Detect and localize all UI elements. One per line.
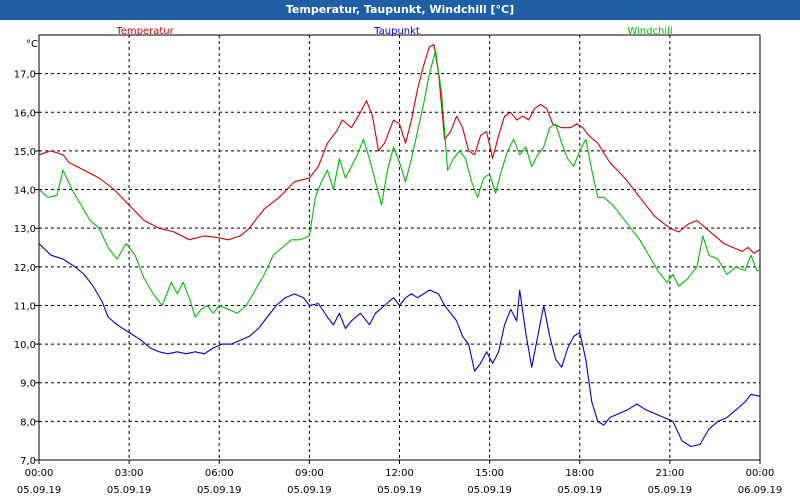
y-tick-label: 16,0 (14, 108, 36, 119)
y-tick-label: 8,0 (20, 417, 36, 428)
x-tick-time-label: 12:00 (385, 468, 414, 479)
x-tick-time-label: 06:00 (205, 468, 234, 479)
y-tick-label: 11,0 (14, 301, 36, 312)
y-tick-label: 17,0 (14, 70, 36, 81)
y-tick-label: 9,0 (20, 379, 36, 390)
legend-item-taupunkt: Taupunkt (373, 26, 420, 37)
legend-item-windchill: Windchill (627, 26, 672, 37)
x-tick-date-label: 05.09.19 (197, 485, 242, 496)
chart-title-bar: Temperatur, Taupunkt, Windchill [°C] (0, 0, 800, 20)
x-tick-time-label: 09:00 (295, 468, 324, 479)
x-tick-date-label: 05.09.19 (17, 485, 62, 496)
y-tick-label: 13,0 (14, 224, 36, 235)
x-tick-date-label: 05.09.19 (648, 485, 693, 496)
x-tick-time-label: 00:00 (25, 468, 54, 479)
y-unit-label: °C (26, 39, 38, 50)
y-tick-label: 14,0 (14, 186, 36, 197)
x-tick-date-label: 05.09.19 (557, 485, 602, 496)
x-tick-date-label: 06.09.19 (738, 485, 783, 496)
x-tick-time-label: 18:00 (565, 468, 594, 479)
y-tick-label: 7,0 (20, 456, 36, 467)
x-tick-time-label: 15:00 (475, 468, 504, 479)
x-tick-date-label: 05.09.19 (287, 485, 332, 496)
x-tick-date-label: 05.09.19 (377, 485, 422, 496)
x-tick-date-label: 05.09.19 (107, 485, 152, 496)
x-tick-time-label: 00:00 (746, 468, 775, 479)
y-tick-label: 12,0 (14, 263, 36, 274)
series-line-windchill (38, 49, 760, 318)
y-tick-label: 15,0 (14, 147, 36, 158)
legend-item-temperatur: Temperatur (115, 26, 174, 37)
chart-title: Temperatur, Taupunkt, Windchill [°C] (285, 3, 515, 16)
x-tick-time-label: 03:00 (115, 468, 144, 479)
x-tick-time-label: 21:00 (655, 468, 684, 479)
x-tick-date-label: 05.09.19 (467, 485, 512, 496)
series-line-taupunkt (38, 243, 761, 448)
series-line-temperatur (38, 44, 761, 254)
y-tick-label: 10,0 (14, 340, 36, 351)
chart: 7,0 8,0 9,0 10,0 11,0 12,0 13,0 14,0 15,0 16,0 17,… (14, 26, 783, 496)
